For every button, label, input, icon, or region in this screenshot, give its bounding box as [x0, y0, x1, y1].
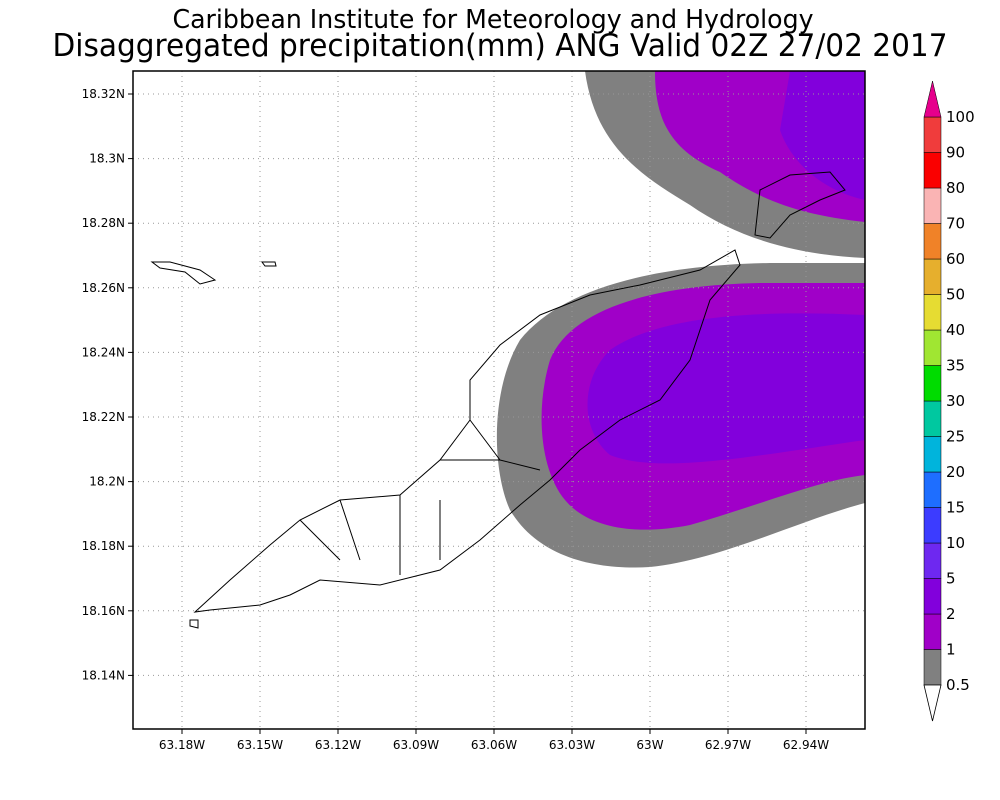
- lat-label: 18.18N: [82, 539, 125, 553]
- colorbar-label: 25: [946, 428, 965, 446]
- coastline: [150, 171, 846, 629]
- colorbar-swatch: [923, 507, 942, 544]
- colorbar-label: 30: [946, 392, 965, 410]
- islet: [261, 261, 277, 267]
- title: Caribbean Institute for Meteorology and …: [173, 5, 814, 35]
- lon-label: 63.15W: [237, 738, 283, 752]
- island-west: [150, 261, 217, 285]
- islet: [189, 619, 199, 629]
- colorbar-swatch: [923, 329, 942, 366]
- colorbar-swatch: [923, 542, 942, 579]
- lon-label: 63.18W: [159, 738, 205, 752]
- lon-label: 63.03W: [549, 738, 595, 752]
- island-northeast: [754, 171, 846, 239]
- colorbar-label: 40: [946, 321, 965, 339]
- colorbar-swatch: [923, 152, 942, 189]
- colorbar-label: 70: [946, 215, 965, 233]
- colorbar-swatch: [923, 258, 942, 295]
- colorbar-swatch: [923, 365, 942, 402]
- colorbar-swatch: [923, 116, 942, 153]
- colorbar-swatch: [923, 400, 942, 437]
- lat-label: 18.16N: [82, 604, 125, 618]
- subtitle: Disaggregated precipitation(mm) ANG Vali…: [53, 28, 948, 64]
- lat-label: 18.14N: [82, 668, 125, 682]
- colorbar-label: 0.5: [946, 676, 970, 694]
- colorbar-label: 100: [946, 108, 975, 126]
- lat-label: 18.32N: [82, 87, 125, 101]
- colorbar-swatch: [923, 436, 942, 473]
- colorbar-arrow-top: [923, 80, 942, 118]
- lon-label: 63.12W: [315, 738, 361, 752]
- colorbar-swatch: [923, 223, 942, 260]
- colorbar-label: 2: [946, 605, 956, 623]
- lon-label: 63W: [636, 738, 663, 752]
- lat-label: 18.26N: [82, 281, 125, 295]
- precipitation-field: [496, 71, 865, 568]
- precip-2: [587, 313, 865, 464]
- colorbar-swatch: [923, 578, 942, 615]
- colorbar-label: 10: [946, 534, 965, 552]
- precip-2: [780, 71, 865, 200]
- grid: [128, 71, 865, 734]
- colorbar-swatch: [923, 613, 942, 650]
- colorbar-label: 15: [946, 499, 965, 517]
- lon-label: 62.94W: [783, 738, 829, 752]
- colorbar-swatch: [923, 649, 942, 686]
- colorbar-label: 5: [946, 570, 956, 588]
- plot-frame: [132, 70, 866, 730]
- island-interior: [299, 419, 541, 575]
- lat-label: 18.22N: [82, 410, 125, 424]
- colorbar-label: 60: [946, 250, 965, 268]
- lat-label: 18.28N: [82, 216, 125, 230]
- colorbar-swatch: [923, 187, 942, 224]
- lon-label: 62.97W: [705, 738, 751, 752]
- lat-label: 18.24N: [82, 345, 125, 359]
- colorbar-label: 50: [946, 286, 965, 304]
- colorbar-label: 90: [946, 144, 965, 162]
- colorbar-label: 80: [946, 179, 965, 197]
- colorbar-swatch: [923, 294, 942, 331]
- colorbar-label: 35: [946, 357, 965, 375]
- colorbar-label: 1: [946, 641, 956, 659]
- lat-label: 18.2N: [89, 475, 125, 489]
- colorbar-label: 20: [946, 463, 965, 481]
- lat-label: 18.3N: [89, 152, 125, 166]
- lon-label: 63.09W: [393, 738, 439, 752]
- lon-label: 63.06W: [471, 738, 517, 752]
- colorbar-arrow-bottom: [923, 684, 942, 722]
- colorbar-swatch: [923, 471, 942, 508]
